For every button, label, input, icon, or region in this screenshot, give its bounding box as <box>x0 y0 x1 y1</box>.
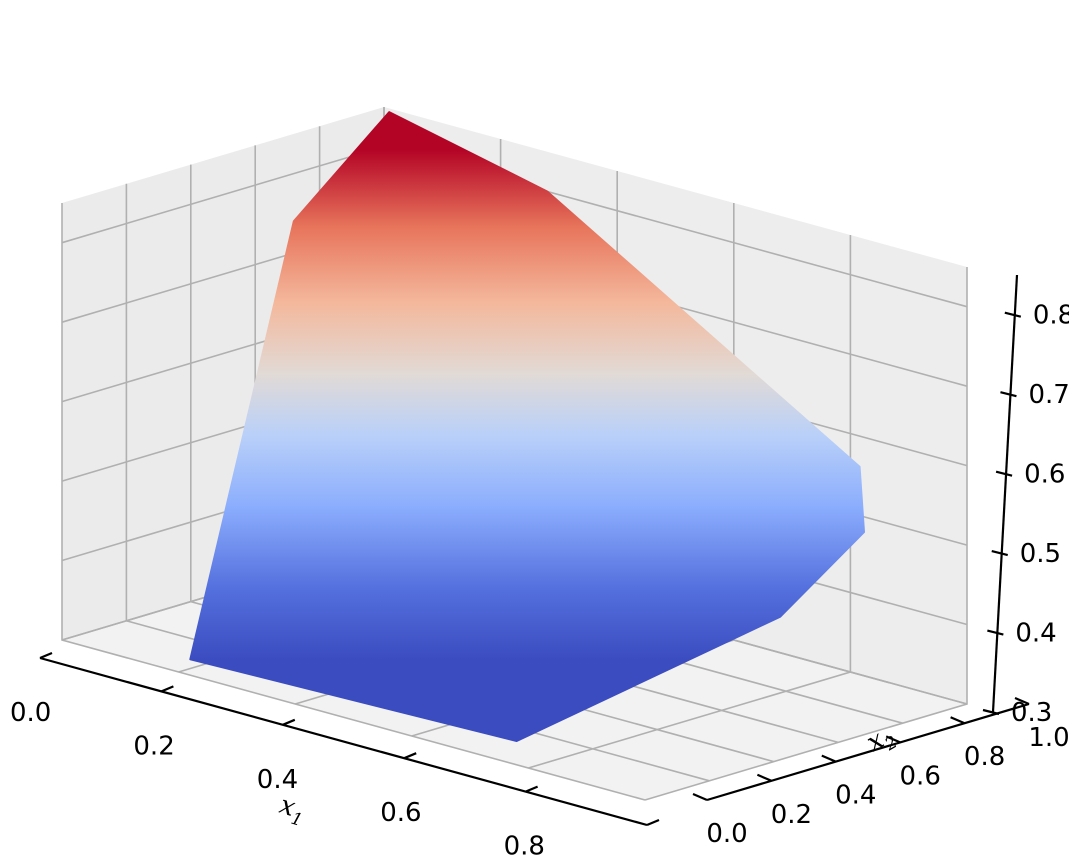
z-tick-label: 0.8 <box>1033 301 1069 331</box>
x-tick-label: 0.4 <box>257 765 298 795</box>
y-tick-mark <box>756 773 772 782</box>
y-tick-label: 1.0 <box>1028 723 1069 753</box>
z-tick-mark <box>1004 311 1022 318</box>
y-tick-mark <box>821 754 837 763</box>
z-tick-mark <box>991 550 1008 557</box>
z-tick-label: 0.7 <box>1028 380 1069 410</box>
y-tick-label: 0.6 <box>900 761 941 791</box>
z-tick-label: 0.6 <box>1024 460 1065 490</box>
y-tick-mark <box>692 792 708 802</box>
tick-marks <box>39 311 1030 827</box>
x-axis-label: x1 <box>274 790 309 831</box>
y-tick-label: 0.0 <box>706 819 747 849</box>
z-axis-line <box>991 274 1019 713</box>
x-tick-mark <box>646 818 660 827</box>
surface-layer <box>189 111 865 742</box>
x-tick-label: 0.2 <box>133 731 174 761</box>
z-tick-label: 0.5 <box>1020 539 1061 569</box>
x-axis-line <box>39 656 648 827</box>
y-tick-mark <box>950 716 966 725</box>
y-tick-mark <box>1014 696 1030 706</box>
x-tick-label: 0.0 <box>10 698 51 728</box>
x-tick-mark <box>160 685 174 693</box>
y-tick-label: 0.4 <box>835 781 876 811</box>
x-tick-mark <box>525 785 539 793</box>
tick-labels: 0.00.20.40.60.81.00.00.20.40.60.81.00.30… <box>10 301 1069 862</box>
surface-mesh <box>189 111 865 742</box>
x-tick-label: 0.8 <box>504 832 545 862</box>
y-tick-label: 0.8 <box>964 742 1005 772</box>
z-tick-mark <box>1000 391 1017 398</box>
x-tick-label: 0.6 <box>380 798 421 828</box>
y-axis-line <box>706 702 1030 802</box>
x-tick-mark <box>282 718 296 726</box>
z-tick-label: 0.3 <box>1011 698 1052 728</box>
y-tick-label: 0.2 <box>771 800 812 830</box>
x-tick-mark <box>403 752 417 760</box>
x-tick-mark <box>39 651 53 660</box>
z-tick-mark <box>982 708 1000 716</box>
z-tick-mark <box>987 629 1004 636</box>
axis-lines <box>39 274 1030 827</box>
z-tick-mark <box>995 470 1013 477</box>
z-tick-label: 0.4 <box>1015 619 1056 649</box>
y-tick-mark <box>885 735 901 744</box>
